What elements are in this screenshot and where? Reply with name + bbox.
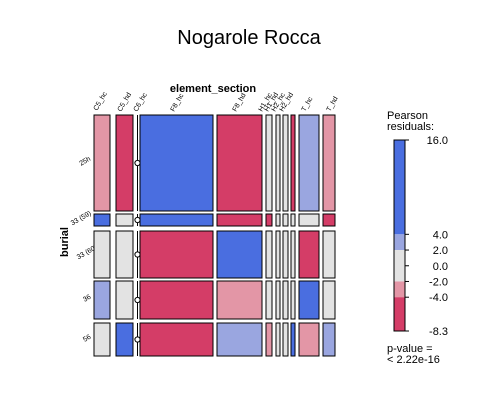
legend-tick-label-4-0: -4.0: [429, 292, 448, 304]
tile-25h-t-hd: [322, 114, 336, 212]
legend-tick-label-2-0: 2.0: [433, 245, 448, 257]
chart-title: Nogarole Rocca: [177, 27, 321, 49]
tile-33-60-c5-hd: [115, 230, 134, 279]
legend: Pearson residuals: 16.0 4.0 2.0 0.0 -2.0 -4.0 -…: [387, 110, 448, 366]
tile-25h-f8-hc: [139, 114, 214, 212]
tile-33-59-c5-hc: [93, 213, 111, 227]
y-tick-label-25h: 25h: [78, 156, 92, 168]
legend-segment-3: [394, 281, 405, 298]
tile-25h-c5-hc: [93, 114, 111, 212]
tile-36-h2-hd: [290, 280, 296, 320]
legend-segment-0: [394, 140, 405, 235]
legend-tick-labels: 16.0 4.0 2.0 0.0 -2.0 -4.0 -8.3: [405, 135, 448, 338]
empty-cell-marker-36-c6-hc: [134, 296, 141, 304]
tile-36-h1-hc: [265, 280, 273, 320]
y-tick-label-36: 36: [82, 294, 92, 304]
x-tick-label-c5-hc: C5_hc: [93, 91, 109, 112]
tile-36-f8-hc: [139, 280, 214, 320]
x-tick-label-c5-hd: C5_hd: [117, 92, 133, 113]
tile-33-60-h1-hc: [265, 230, 273, 279]
legend-tick-label-8-3: -8.3: [429, 326, 448, 338]
empty-cell-marker-56-c6-hc: [134, 336, 141, 343]
y-tick-label-33-59: 33 (59): [70, 210, 93, 227]
legend-segment-4: [394, 297, 405, 331]
tile-33-59-t-hc: [298, 213, 320, 227]
p-value-label: p-value = < 2.22e-16: [387, 343, 440, 366]
tile-33-59-h2-hd: [290, 213, 296, 227]
tile-33-59-h1-hd: [275, 213, 281, 227]
legend-tick-label-2-0: -2.0: [429, 276, 448, 288]
tile-33-60-t-hd: [322, 230, 336, 279]
tile-33-60-t-hc: [298, 230, 320, 279]
tile-25h-h2-hc: [282, 114, 289, 212]
legend-segment-2: [394, 250, 405, 282]
tile-33-60-h2-hd: [290, 230, 296, 279]
y-tick-label-56: 56: [82, 334, 92, 344]
tile-56-c5-hd: [115, 322, 134, 357]
mosaic-tiles: [93, 114, 336, 357]
legend-bar-outline: [393, 139, 406, 332]
tile-33-60-f8-hc: [139, 230, 214, 279]
tile-33-59-f8-hd: [216, 213, 263, 227]
empty-cell-marker-33-60-c6-hc: [134, 251, 141, 258]
tile-56-h2-hd: [290, 322, 296, 357]
tile-56-f8-hc: [139, 322, 214, 357]
legend-tick-label-0-0: 0.0: [433, 261, 448, 273]
tile-36-f8-hd: [216, 280, 263, 320]
tile-36-h2-hc: [282, 280, 289, 320]
legend-color-bar: [393, 139, 406, 332]
x-variable-label: element_section: [170, 83, 256, 95]
tile-56-h1-hc: [265, 322, 273, 357]
x-tick-label-t-hc: T_hc: [301, 96, 315, 113]
tile-56-h2-hc: [282, 322, 289, 357]
tile-25h-h1-hc: [265, 114, 273, 212]
tile-33-59-f8-hc: [139, 213, 214, 227]
tile-56-f8-hd: [216, 322, 263, 357]
tile-25h-f8-hd: [216, 114, 263, 212]
tile-33-60-f8-hd: [216, 230, 263, 279]
tile-33-59-h2-hc: [282, 213, 289, 227]
legend-segment-1: [394, 234, 405, 251]
tile-56-c5-hc: [93, 322, 111, 357]
x-tick-label-t-hd: T_hd: [326, 96, 340, 113]
tile-33-60-h2-hc: [282, 230, 289, 279]
tile-56-t-hd: [322, 322, 336, 357]
legend-title: Pearson residuals:: [387, 110, 434, 133]
tile-33-59-c5-hd: [115, 213, 134, 227]
tile-36-h1-hd: [275, 280, 281, 320]
empty-cell-marker-33-59-c6-hc: [134, 216, 141, 224]
tile-25h-h1-hd: [275, 114, 281, 212]
tile-36-c5-hd: [115, 280, 134, 320]
tile-33-60-h1-hd: [275, 230, 281, 279]
x-tick-label-f8-hc: F8_hc: [170, 92, 186, 113]
y-variable-label: burial: [59, 227, 71, 257]
empty-cell-marker-25h-c6-hc: [134, 159, 141, 167]
x-tick-label-c6-hc: C6_hc: [133, 92, 149, 113]
tile-33-59-t-hd: [322, 213, 336, 227]
legend-tick-label-4-0: 4.0: [433, 229, 448, 241]
tile-36-t-hc: [298, 280, 320, 320]
tile-25h-c5-hd: [115, 114, 134, 212]
tile-25h-t-hc: [298, 114, 320, 212]
tile-36-c5-hc: [93, 280, 111, 320]
tile-33-60-c5-hc: [93, 230, 111, 279]
legend-tick-label-16-0: 16.0: [427, 135, 448, 147]
tile-25h-h2-hd: [290, 114, 296, 212]
x-tick-label-f8-hd: F8_hd: [232, 92, 248, 113]
tile-33-59-h1-hc: [265, 213, 273, 227]
tile-56-t-hc: [298, 322, 320, 357]
tile-36-t-hd: [322, 280, 336, 320]
tile-56-h1-hd: [275, 322, 281, 357]
